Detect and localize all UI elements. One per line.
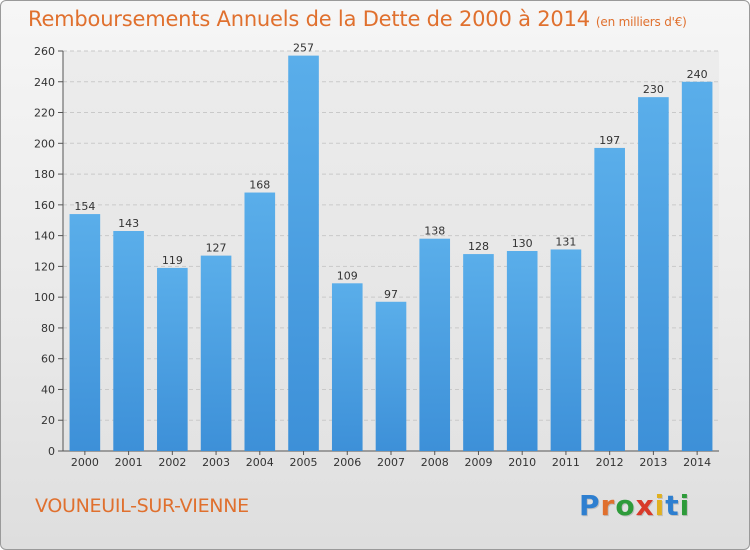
bar xyxy=(69,214,101,451)
logo-letter: i xyxy=(654,489,666,522)
bar-value-label: 230 xyxy=(643,83,664,96)
x-tick-label: 2002 xyxy=(158,456,186,469)
x-tick-label: 2014 xyxy=(683,456,711,469)
bar xyxy=(288,55,319,451)
logo-letter: i xyxy=(679,489,691,522)
bar xyxy=(638,97,669,452)
bar-value-label: 131 xyxy=(555,235,576,248)
y-tick-label: 120 xyxy=(34,260,55,273)
logo-letter: x xyxy=(635,489,655,522)
bar xyxy=(681,81,713,452)
bar-value-label: 97 xyxy=(384,288,398,301)
bar xyxy=(550,249,582,451)
bar xyxy=(244,192,276,452)
bar-value-label: 109 xyxy=(337,269,358,282)
y-tick-label: 240 xyxy=(34,76,55,89)
bar-value-label: 154 xyxy=(74,200,95,213)
bar-value-label: 143 xyxy=(118,217,139,230)
bar xyxy=(200,255,232,451)
bar-value-label: 130 xyxy=(512,237,533,250)
bar-value-label: 168 xyxy=(249,179,270,192)
y-tick-label: 80 xyxy=(41,322,55,335)
x-tick-label: 2008 xyxy=(421,456,449,469)
x-tick-label: 2011 xyxy=(552,456,580,469)
logo-letter: P xyxy=(579,489,601,522)
x-tick-label: 2006 xyxy=(333,456,361,469)
chart-title-text: Remboursements Annuels de la Dette de 20… xyxy=(28,7,590,31)
chart-unit: (en milliers d'€) xyxy=(595,15,687,29)
x-tick-label: 2000 xyxy=(71,456,99,469)
x-tick-label: 2007 xyxy=(377,456,405,469)
y-tick-label: 100 xyxy=(34,291,55,304)
bar-value-label: 127 xyxy=(206,242,227,255)
y-tick-label: 140 xyxy=(34,230,55,243)
y-tick-label: 260 xyxy=(34,45,55,58)
bar-value-label: 128 xyxy=(468,240,489,253)
bar xyxy=(506,251,538,451)
x-tick-label: 2012 xyxy=(596,456,624,469)
bar-value-label: 197 xyxy=(599,134,620,147)
bar xyxy=(375,301,407,451)
bar xyxy=(157,267,188,451)
y-tick-label: 200 xyxy=(34,137,55,150)
bar-value-label: 257 xyxy=(293,42,314,55)
proxiti-logo: Proxiti xyxy=(579,489,690,522)
x-tick-label: 2010 xyxy=(508,456,536,469)
y-tick-label: 180 xyxy=(34,168,55,181)
bar xyxy=(113,231,144,451)
x-tick-label: 2001 xyxy=(115,456,143,469)
y-tick-label: 60 xyxy=(41,353,55,366)
y-tick-label: 0 xyxy=(48,445,55,458)
bar xyxy=(463,254,494,451)
x-tick-label: 2009 xyxy=(464,456,492,469)
chart-title: Remboursements Annuels de la Dette de 20… xyxy=(28,7,687,31)
y-tick-label: 20 xyxy=(41,414,55,427)
y-tick-label: 40 xyxy=(41,383,55,396)
commune-name: VOUNEUIL-SUR-VIENNE xyxy=(35,495,249,517)
bar xyxy=(331,283,363,451)
y-tick-label: 160 xyxy=(34,199,55,212)
x-tick-label: 2004 xyxy=(246,456,274,469)
bar-value-label: 119 xyxy=(162,254,183,267)
x-tick-label: 2003 xyxy=(202,456,230,469)
y-tick-label: 220 xyxy=(34,107,55,120)
bar xyxy=(594,147,625,451)
bar-value-label: 240 xyxy=(687,68,708,81)
logo-letter: r xyxy=(600,489,616,522)
bar xyxy=(419,238,451,451)
x-tick-label: 2005 xyxy=(290,456,318,469)
logo-letter: o xyxy=(615,489,636,522)
logo-letter: t xyxy=(665,489,680,522)
x-tick-label: 2013 xyxy=(639,456,667,469)
bar-value-label: 138 xyxy=(424,225,445,238)
